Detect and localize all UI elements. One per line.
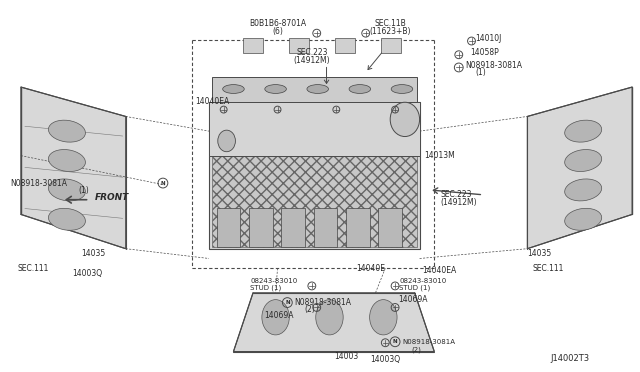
Text: 14058P: 14058P	[470, 48, 499, 57]
Ellipse shape	[49, 120, 85, 142]
Text: 14040EA: 14040EA	[195, 97, 230, 106]
Ellipse shape	[49, 150, 85, 171]
Ellipse shape	[262, 299, 289, 335]
Text: 14010J: 14010J	[476, 33, 502, 42]
Ellipse shape	[223, 84, 244, 93]
Text: 14035: 14035	[82, 249, 106, 258]
Ellipse shape	[564, 120, 602, 142]
Polygon shape	[21, 87, 125, 249]
Text: (6): (6)	[272, 27, 283, 36]
Text: SEC.223: SEC.223	[296, 48, 328, 57]
Text: 14003Q: 14003Q	[72, 269, 102, 278]
Ellipse shape	[265, 84, 286, 93]
Text: B0B1B6-8701A: B0B1B6-8701A	[249, 19, 306, 28]
Bar	[289, 38, 309, 53]
Polygon shape	[212, 155, 417, 247]
Text: 14069A: 14069A	[398, 295, 428, 304]
Polygon shape	[527, 87, 632, 249]
Text: 14003: 14003	[334, 352, 358, 361]
Text: STUD (1): STUD (1)	[250, 285, 282, 291]
Text: STUD (1): STUD (1)	[399, 285, 430, 291]
Ellipse shape	[49, 208, 85, 230]
Text: (11623+B): (11623+B)	[369, 27, 411, 36]
Bar	[314, 208, 337, 247]
Bar	[249, 208, 273, 247]
Ellipse shape	[349, 84, 371, 93]
Ellipse shape	[564, 150, 602, 171]
Text: SEC.111: SEC.111	[532, 264, 564, 273]
Ellipse shape	[391, 84, 413, 93]
Text: N08918-3081A: N08918-3081A	[466, 61, 523, 70]
Bar	[346, 208, 370, 247]
Bar	[378, 208, 402, 247]
Ellipse shape	[564, 179, 602, 201]
Ellipse shape	[307, 84, 328, 93]
Text: 14035: 14035	[527, 249, 552, 258]
Ellipse shape	[218, 130, 236, 152]
Text: N08918-3081A: N08918-3081A	[10, 179, 67, 187]
Bar	[217, 208, 240, 247]
Polygon shape	[212, 77, 417, 102]
Text: 08243-83010: 08243-83010	[399, 278, 446, 284]
Text: (1): (1)	[476, 68, 486, 77]
Text: (14912M): (14912M)	[440, 198, 477, 207]
Text: (2): (2)	[304, 305, 315, 314]
Ellipse shape	[390, 102, 420, 137]
Bar	[243, 38, 263, 53]
Text: J14002T3: J14002T3	[550, 354, 589, 363]
Bar	[282, 208, 305, 247]
Text: N08918-3081A: N08918-3081A	[402, 339, 455, 345]
Polygon shape	[209, 102, 420, 155]
Text: SEC.223: SEC.223	[440, 190, 472, 199]
Text: 14040EA: 14040EA	[422, 266, 457, 275]
Text: 14013M: 14013M	[424, 151, 455, 160]
Text: N: N	[161, 180, 165, 186]
Polygon shape	[234, 293, 435, 352]
Bar	[381, 38, 401, 53]
Text: N08918-3081A: N08918-3081A	[294, 298, 351, 307]
Ellipse shape	[49, 179, 85, 201]
Text: (2): (2)	[412, 346, 422, 353]
Text: (1): (1)	[79, 186, 90, 195]
Text: 14040E: 14040E	[356, 264, 385, 273]
Text: SEC.111: SEC.111	[18, 264, 49, 273]
Text: 08243-83010: 08243-83010	[250, 278, 298, 284]
Bar	[335, 38, 355, 53]
Text: 14069A: 14069A	[264, 311, 293, 320]
Text: N: N	[393, 339, 397, 344]
Polygon shape	[209, 102, 420, 249]
Ellipse shape	[370, 299, 397, 335]
Text: FRONT: FRONT	[94, 193, 129, 202]
Text: (14912M): (14912M)	[294, 56, 330, 65]
Text: N: N	[285, 300, 290, 305]
Ellipse shape	[564, 208, 602, 230]
Text: 14003Q: 14003Q	[371, 355, 401, 364]
Ellipse shape	[316, 299, 343, 335]
Text: SEC.11B: SEC.11B	[374, 19, 406, 28]
